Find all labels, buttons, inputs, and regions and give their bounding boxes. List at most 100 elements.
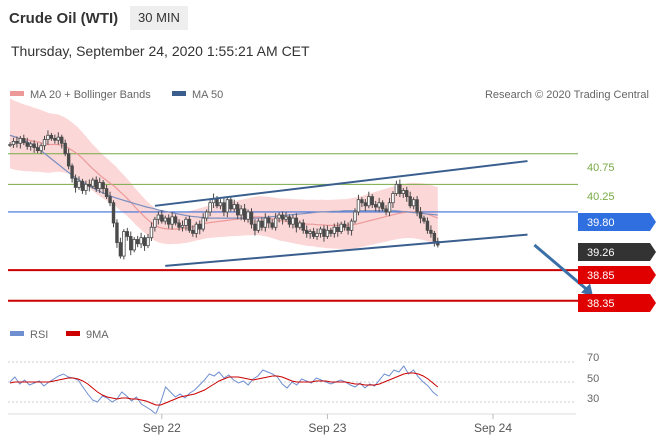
candle <box>401 188 405 198</box>
forecast-arrow-head <box>581 283 594 297</box>
candle <box>115 219 119 248</box>
candle <box>263 213 267 232</box>
candle-body <box>156 214 161 220</box>
candle <box>318 226 323 238</box>
candle-body <box>267 217 271 224</box>
channel-upper-line <box>154 160 528 207</box>
candle <box>273 213 278 231</box>
candle <box>432 230 437 247</box>
candle-body <box>277 214 281 219</box>
candle <box>377 197 381 213</box>
candle-body <box>246 211 250 220</box>
candle <box>56 132 60 145</box>
timeframe-button[interactable]: 30 MIN <box>130 6 188 30</box>
candle-body <box>332 226 336 234</box>
candle <box>325 225 330 239</box>
candle <box>122 229 126 260</box>
candle-body <box>349 220 354 231</box>
candle-body <box>32 143 36 148</box>
candle <box>301 219 305 234</box>
candle-body <box>429 229 433 234</box>
candle-body <box>425 220 430 231</box>
candle <box>180 220 185 232</box>
candle-body <box>308 231 312 234</box>
candle <box>363 199 368 212</box>
candle <box>222 197 226 217</box>
candle-body <box>232 204 236 210</box>
candle-body <box>63 142 67 155</box>
candle <box>342 220 347 231</box>
support-label-1: 38.85 <box>587 270 615 282</box>
candle <box>235 202 240 220</box>
candle-body <box>142 237 147 247</box>
candle <box>298 220 302 230</box>
candle-body <box>115 222 119 243</box>
candle <box>11 137 16 148</box>
candle-body <box>239 208 243 216</box>
candle-body <box>60 136 64 144</box>
candle <box>304 225 309 238</box>
candle <box>277 212 281 223</box>
candle <box>208 199 212 217</box>
candle <box>35 142 40 154</box>
candle-body <box>367 196 371 207</box>
candle <box>204 209 209 222</box>
candle-body <box>256 220 261 231</box>
candle-body <box>129 236 133 251</box>
ma9-legend-swatch <box>66 331 80 336</box>
candle <box>49 132 54 141</box>
candle-body <box>160 214 164 222</box>
candle <box>53 134 57 144</box>
candle <box>398 179 402 197</box>
candle-body <box>346 226 350 231</box>
price-candles <box>8 130 440 260</box>
candle <box>229 196 233 212</box>
candle <box>111 200 116 228</box>
rsi-level-30: 30 <box>587 393 599 405</box>
candle-body <box>11 141 16 145</box>
candle <box>294 213 299 233</box>
candle <box>94 176 98 193</box>
candle-body <box>111 202 116 224</box>
candle-body <box>360 199 364 204</box>
candle-body <box>225 199 230 213</box>
support-label-box-2 <box>578 294 656 312</box>
candle <box>70 163 74 183</box>
candle-body <box>180 225 185 228</box>
candle-body <box>287 216 292 225</box>
candle-body <box>249 211 254 225</box>
candle <box>287 214 292 228</box>
candle-body <box>66 153 71 167</box>
candle <box>108 191 112 207</box>
candle-body <box>387 202 392 213</box>
candle-body <box>408 196 412 207</box>
rsi-level-70: 70 <box>587 352 599 364</box>
candle-body <box>49 134 54 139</box>
candle-body <box>391 193 395 204</box>
pivot-label-box <box>578 213 656 231</box>
candle-body <box>380 202 385 210</box>
candle-body <box>101 182 105 190</box>
candle-body <box>135 239 140 245</box>
candle <box>405 186 409 202</box>
candle-body <box>122 231 126 257</box>
candle-body <box>229 199 233 210</box>
candle-body <box>35 147 40 152</box>
candle <box>42 135 47 151</box>
candle-body <box>329 229 333 234</box>
candle-body <box>70 165 74 179</box>
candle-body <box>104 188 109 198</box>
candle <box>329 227 333 237</box>
chart-legend: MA 20 + Bollinger Bands MA 50 Research ©… <box>10 89 649 101</box>
candle-body <box>304 229 309 234</box>
candle-body <box>401 190 405 194</box>
candle <box>77 176 81 190</box>
candle <box>163 215 167 225</box>
candle <box>104 184 109 200</box>
ma50-legend-label: MA 50 <box>192 89 223 101</box>
candle-body <box>28 143 33 147</box>
candle-body <box>204 211 209 219</box>
candle <box>173 214 178 226</box>
candle <box>139 232 143 249</box>
